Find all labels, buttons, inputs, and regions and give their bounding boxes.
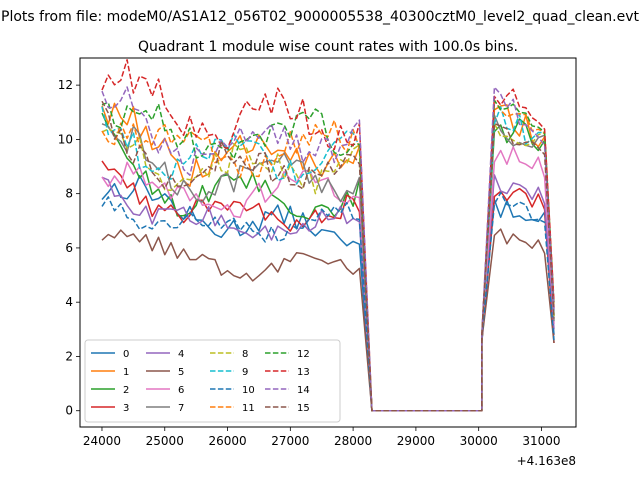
y-tick-label: 0 <box>65 404 73 418</box>
legend-label-14: 14 <box>297 385 310 396</box>
x-tick-label: 30000 <box>460 434 498 448</box>
x-tick-label: 31000 <box>522 434 560 448</box>
x-tick-label: 26000 <box>208 434 246 448</box>
y-axis: 0 2 4 6 8 10 12 <box>58 78 80 418</box>
legend-label-3: 3 <box>123 403 129 414</box>
x-offset-label: +4.163e8 <box>517 454 576 468</box>
chart-title: Quadrant 1 module wise count rates with … <box>138 39 518 55</box>
legend-label-7: 7 <box>178 403 184 414</box>
series-line-8 <box>101 122 555 412</box>
legend-box <box>84 339 341 423</box>
legend-label-2: 2 <box>123 385 129 396</box>
series-line-6 <box>101 146 555 412</box>
series-line-9 <box>101 106 555 412</box>
x-tick-label: 25000 <box>146 434 184 448</box>
plot-frame <box>79 57 577 428</box>
x-tick-label: 29000 <box>397 434 435 448</box>
legend-label-12: 12 <box>297 349 310 360</box>
series-line-4 <box>101 174 555 412</box>
y-tick-label: 10 <box>58 132 73 146</box>
plot-lines <box>101 59 555 412</box>
y-tick-label: 6 <box>65 241 73 255</box>
y-tick-label: 8 <box>65 187 73 201</box>
legend-label-13: 13 <box>297 367 310 378</box>
x-axis: 24000 25000 26000 27000 28000 29000 30000 31000 <box>83 427 561 448</box>
legend-label-11: 11 <box>242 403 255 414</box>
legend-label-0: 0 <box>123 349 129 360</box>
legend-label-6: 6 <box>178 385 184 396</box>
x-tick-label: 28000 <box>334 434 372 448</box>
x-tick-label: 24000 <box>83 434 121 448</box>
series-line-7 <box>101 114 555 412</box>
x-tick-label: 27000 <box>271 434 309 448</box>
legend-label-5: 5 <box>178 367 184 378</box>
series-line-15 <box>101 100 555 412</box>
figure-suptitle: Plots from file: modeM0/AS1A12_056T02_90… <box>1 9 639 25</box>
legend-label-8: 8 <box>242 349 248 360</box>
legend-label-4: 4 <box>178 349 184 360</box>
series-line-3 <box>101 160 555 412</box>
legend-label-15: 15 <box>297 403 310 414</box>
legend-label-10: 10 <box>242 385 255 396</box>
series-line-5 <box>101 228 555 412</box>
legend-label-1: 1 <box>123 367 129 378</box>
y-tick-label: 2 <box>65 349 73 363</box>
legend-label-9: 9 <box>242 367 248 378</box>
series-line-14 <box>101 86 555 412</box>
y-tick-label: 4 <box>65 295 73 309</box>
y-tick-label: 12 <box>58 78 73 92</box>
